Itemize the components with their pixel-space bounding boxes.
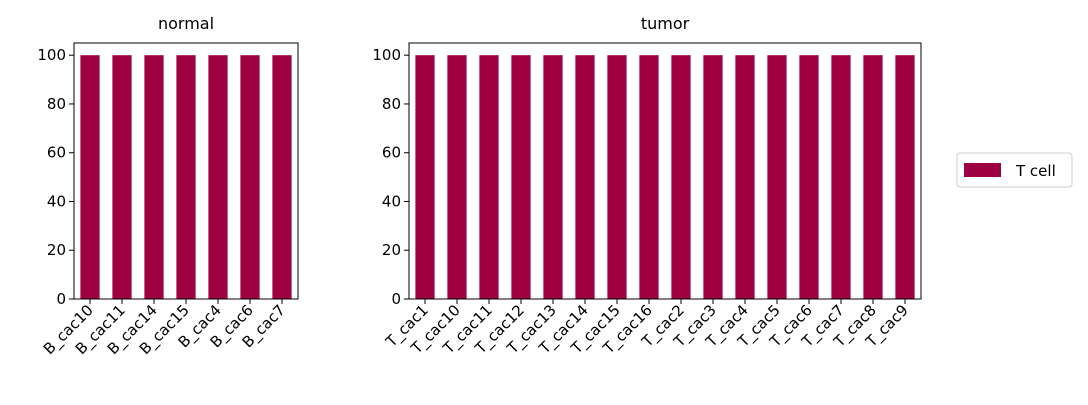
bar [671, 55, 691, 299]
bar [735, 55, 755, 299]
legend-swatch [964, 163, 1001, 177]
bar [639, 55, 659, 299]
bar [144, 55, 164, 299]
bar [479, 55, 499, 299]
bar [112, 55, 132, 299]
legend-label: T cell [1015, 162, 1056, 180]
y-tick-label: 60 [47, 144, 66, 162]
bar [511, 55, 531, 299]
chart-title: normal [158, 14, 214, 33]
bar [272, 55, 292, 299]
bar [447, 55, 467, 299]
y-tick-label: 80 [47, 95, 66, 113]
bar [176, 55, 196, 299]
y-tick-label: 20 [382, 241, 401, 259]
bar [831, 55, 851, 299]
plot-frame [408, 42, 922, 300]
y-tick-label: 60 [382, 144, 401, 162]
y-tick-label: 40 [382, 192, 401, 210]
bar [80, 55, 100, 299]
bar [575, 55, 595, 299]
y-tick-label: 100 [372, 46, 401, 64]
bar [863, 55, 883, 299]
legend-box [956, 152, 1073, 188]
plot-frame [73, 42, 299, 300]
y-tick-label: 0 [56, 290, 66, 308]
y-tick-label: 100 [37, 46, 66, 64]
bar [607, 55, 627, 299]
y-tick-label: 20 [47, 241, 66, 259]
bar [543, 55, 563, 299]
bar [767, 55, 787, 299]
bar [415, 55, 435, 299]
chart-title: tumor [641, 14, 690, 33]
y-tick-label: 80 [382, 95, 401, 113]
bar [240, 55, 260, 299]
bar [208, 55, 228, 299]
y-tick-label: 0 [391, 290, 401, 308]
bar [895, 55, 915, 299]
y-tick-label: 40 [47, 192, 66, 210]
bar [799, 55, 819, 299]
bar [703, 55, 723, 299]
